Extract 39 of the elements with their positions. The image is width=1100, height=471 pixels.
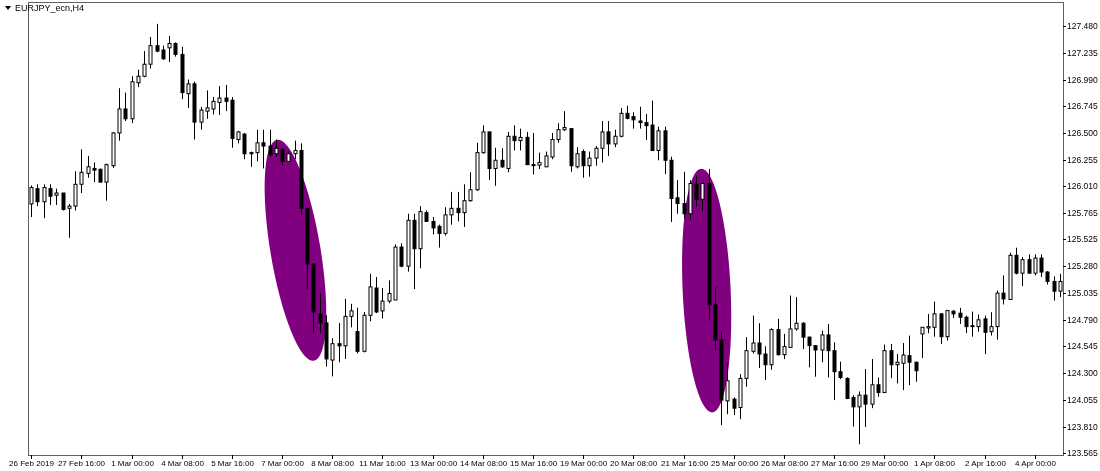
x-tick-label: 8 Mar 08:00: [311, 459, 355, 468]
x-tick-label: 1 Apr 08:00: [914, 459, 956, 468]
x-tick-label: 4 Apr 00:00: [1015, 459, 1057, 468]
candlestick: [355, 307, 360, 354]
x-tick-label: 5 Mar 16:00: [211, 459, 255, 468]
y-tick-label: 125.280: [1067, 261, 1098, 272]
x-tick-label: 29 Mar 00:00: [860, 459, 909, 468]
y-tick-label: 126.990: [1067, 75, 1098, 86]
x-tick-label: 2 Apr 16:00: [965, 459, 1007, 468]
y-tick-label: 124.300: [1067, 368, 1098, 379]
x-tick-label: 20 Mar 08:00: [609, 459, 658, 468]
y-tick-label: 125.525: [1067, 234, 1098, 245]
x-tick-label: 27 Mar 16:00: [810, 459, 859, 468]
x-tick-label: 4 Mar 08:00: [161, 459, 205, 468]
x-tick-label: 14 Mar 08:00: [459, 459, 508, 468]
y-tick-label: 126.255: [1067, 155, 1098, 166]
y-tick-label: 124.790: [1067, 315, 1098, 326]
y-tick-label: 123.565: [1067, 448, 1098, 459]
x-tick-label: 1 Mar 00:00: [111, 459, 155, 468]
y-tick-label: 126.500: [1067, 128, 1098, 139]
y-tick-label: 125.035: [1067, 288, 1098, 299]
x-tick-label: 11 Mar 16:00: [359, 459, 407, 468]
x-tick-label: 13 Mar 00:00: [409, 459, 458, 468]
y-tick-label: 127.480: [1067, 21, 1098, 32]
y-tick-label: 125.765: [1067, 208, 1098, 219]
x-tick-label: 26 Mar 08:00: [760, 459, 809, 468]
y-tick-label: 124.545: [1067, 341, 1098, 352]
y-tick-label: 124.055: [1067, 395, 1098, 406]
x-tick-label: 26 Feb 2019: [9, 459, 55, 468]
x-tick-label: 7 Mar 00:00: [261, 459, 305, 468]
y-tick-label: 126.745: [1067, 101, 1098, 112]
x-tick-label: 25 Mar 00:00: [710, 459, 759, 468]
x-tick-label: 27 Feb 16:00: [57, 459, 106, 468]
y-tick-label: 123.810: [1067, 422, 1098, 433]
y-tick-label: 127.235: [1067, 48, 1098, 59]
y-tick-label: 126.010: [1067, 181, 1098, 192]
x-tick-label: 15 Mar 16:00: [509, 459, 558, 468]
x-tick-label: 19 Mar 00:00: [559, 459, 608, 468]
x-tick-label: 21 Mar 16:00: [660, 459, 709, 468]
